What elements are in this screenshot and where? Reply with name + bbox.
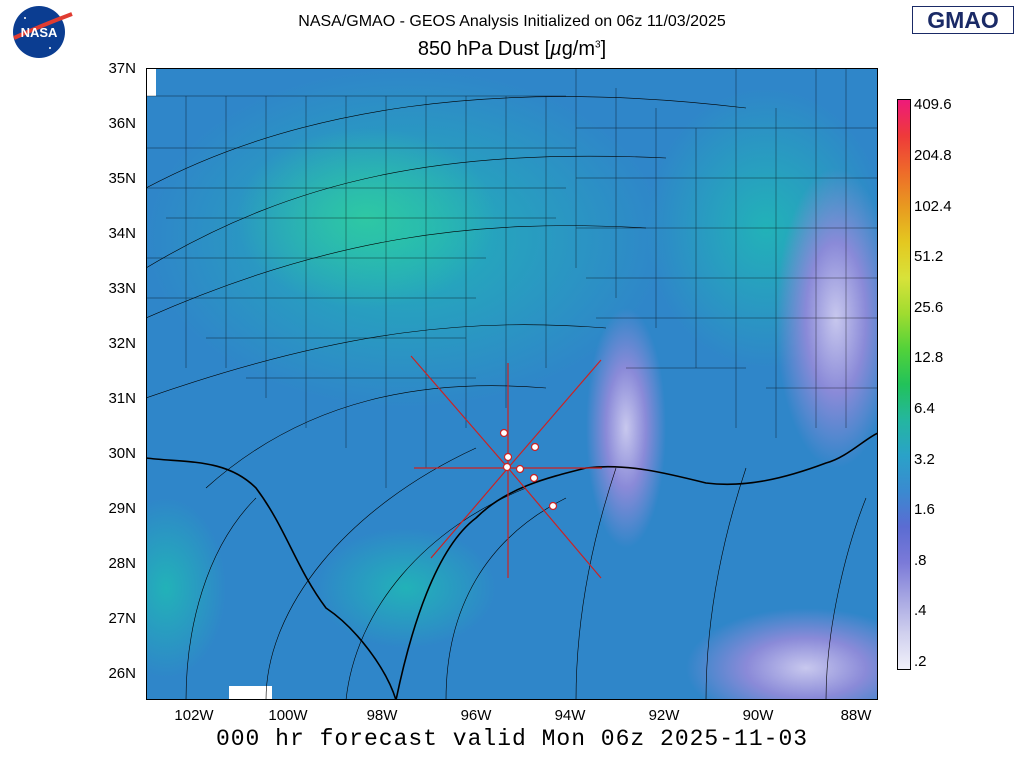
colorbar-label: 102.4 [914, 198, 952, 215]
station-marker [515, 464, 525, 474]
lat-label: 36N [108, 115, 136, 132]
lat-label: 30N [108, 445, 136, 462]
county-boundaries [146, 68, 878, 488]
station-marker [502, 462, 512, 472]
subtitle-prefix: 850 hPa Dust [ [417, 38, 551, 60]
colorbar-label: .8 [914, 552, 927, 569]
lon-label: 102W [174, 707, 214, 724]
missing-data-patch [229, 686, 272, 700]
colorbar-label: .2 [914, 653, 927, 670]
colorbar-label: 6.4 [914, 400, 935, 417]
teal-mexico [146, 498, 226, 678]
lon-label: 88W [840, 707, 872, 724]
lon-label: 96W [460, 707, 492, 724]
lat-label: 32N [108, 335, 136, 352]
subtitle-unit: g/m [561, 38, 596, 60]
colorbar-label: 25.6 [914, 299, 944, 316]
plot-subtitle: 850 hPa Dust [µg/m3] [0, 38, 1024, 61]
lat-label: 34N [108, 225, 136, 242]
low-dust-south [686, 608, 878, 700]
lat-label: 27N [108, 610, 136, 627]
colorbar-label: 1.6 [914, 501, 935, 518]
lon-label: 90W [742, 707, 774, 724]
nasa-logo: NASA [10, 4, 74, 60]
station-marker [503, 452, 513, 462]
nasa-logo-text: NASA [21, 25, 58, 40]
subtitle-exponent: 3 [595, 39, 601, 51]
lat-label: 26N [108, 665, 136, 682]
dust-map [146, 68, 878, 700]
lon-label: 92W [648, 707, 680, 724]
colorbar-label: 409.6 [914, 96, 952, 113]
coastline [146, 432, 878, 700]
station-markers [499, 428, 558, 511]
station-marker [530, 442, 540, 452]
colorbar-label: .4 [914, 602, 927, 619]
trajectory-rays [410, 355, 602, 579]
forecast-valid-time: 000 hr forecast valid Mon 06z 2025-11-03 [215, 726, 809, 752]
colorbar-label: 204.8 [914, 147, 952, 164]
lat-label: 35N [108, 170, 136, 187]
colorbar-label: 3.2 [914, 451, 935, 468]
lat-label: 29N [108, 500, 136, 517]
missing-data-patch [146, 68, 156, 96]
page-title: NASA/GMAO - GEOS Analysis Initialized on… [298, 13, 726, 30]
lat-label: 31N [108, 390, 136, 407]
station-marker [548, 501, 558, 511]
teal-offshore [316, 528, 496, 648]
gmao-logo: GMAO [912, 6, 1014, 34]
station-marker [529, 473, 539, 483]
wind-streamlines [146, 96, 867, 700]
lon-label: 98W [366, 707, 398, 724]
colorbar [897, 99, 911, 670]
lon-label: 100W [268, 707, 308, 724]
lat-label: 33N [108, 280, 136, 297]
station-marker [499, 428, 509, 438]
colorbar-label: 12.8 [914, 349, 944, 366]
subtitle-mu: µ [550, 38, 562, 60]
lon-label: 94W [554, 707, 586, 724]
lat-label: 28N [108, 555, 136, 572]
low-dust-band [586, 308, 666, 548]
colorbar-label: 51.2 [914, 248, 944, 265]
subtitle-suffix: ] [600, 38, 607, 60]
lat-label: 37N [108, 60, 136, 77]
